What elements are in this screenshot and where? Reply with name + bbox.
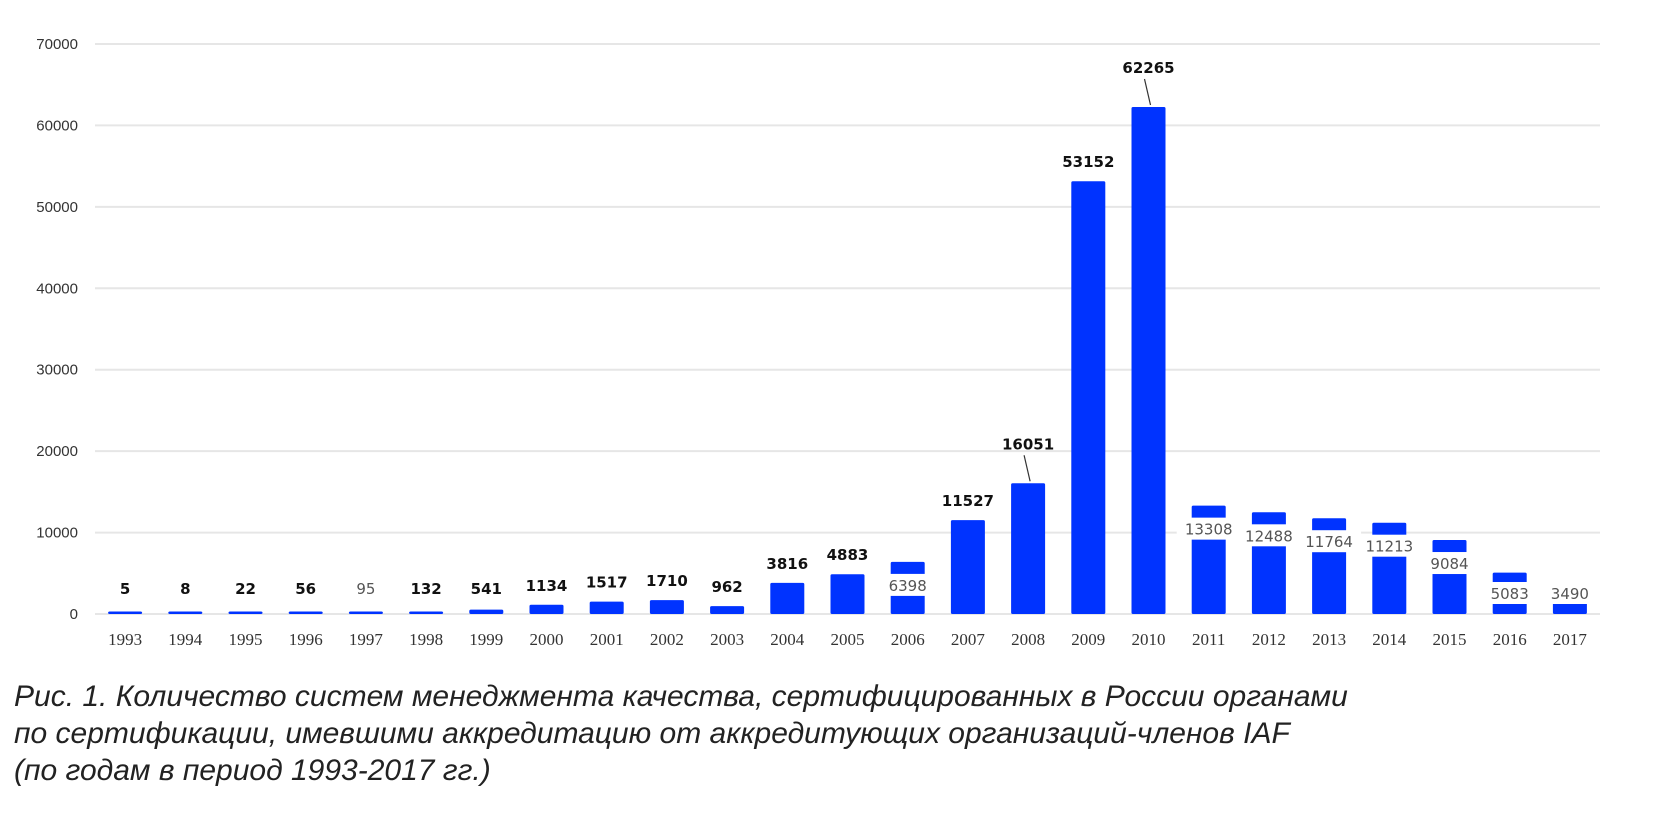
- x-tick-label: 1995: [229, 630, 263, 649]
- data-label-box: [1477, 582, 1542, 604]
- data-label: 1134: [526, 577, 568, 595]
- y-tick-label: 30000: [36, 362, 78, 379]
- data-label: 1710: [646, 572, 688, 590]
- data-label-box: [1297, 530, 1362, 553]
- data-label: 9084: [1430, 555, 1468, 573]
- bar: [1432, 540, 1467, 614]
- bar: [589, 601, 624, 614]
- x-tick-label: 1994: [168, 630, 203, 649]
- data-label: 13308: [1185, 521, 1233, 539]
- x-tick-label: 2013: [1312, 630, 1346, 649]
- bar: [649, 600, 684, 614]
- data-label: 11764: [1305, 533, 1353, 551]
- data-label: 5083: [1491, 585, 1529, 603]
- leader-line: [1143, 78, 1152, 106]
- data-label: 11213: [1365, 538, 1413, 556]
- data-label: 541: [471, 580, 502, 598]
- x-tick-label: 2016: [1493, 630, 1527, 649]
- leader-line: [1023, 455, 1031, 482]
- bar: [950, 520, 985, 614]
- data-label: 4883: [827, 546, 869, 564]
- data-label: 62265: [1122, 59, 1174, 77]
- data-label: 8: [180, 580, 190, 598]
- y-tick-label: 0: [70, 606, 78, 623]
- y-axis: 0 10000 20000 30000 40000 50000 60000 70000: [36, 36, 78, 623]
- x-tick-label: 2010: [1132, 630, 1166, 649]
- bar: [168, 611, 203, 614]
- bar: [770, 582, 805, 614]
- x-tick-label: 2006: [891, 630, 925, 649]
- data-labels: 5 8 22 56 95 132 541 1134 1517 1710 962 3816 4883 639…: [120, 59, 1602, 604]
- bar: [409, 611, 444, 614]
- data-label: 132: [410, 580, 441, 598]
- gridlines: [95, 43, 1600, 615]
- y-tick-label: 70000: [36, 36, 78, 53]
- x-tick-label: 2009: [1071, 630, 1105, 649]
- data-label-box: [1357, 534, 1422, 557]
- x-tick-label: 2002: [650, 630, 684, 649]
- data-label: 11527: [942, 492, 994, 510]
- bar: [1011, 483, 1046, 614]
- x-tick-label: 2000: [530, 630, 564, 649]
- data-label: 3490: [1551, 585, 1589, 603]
- bar: [469, 609, 504, 614]
- x-tick-label: 2001: [590, 630, 624, 649]
- x-tick-label: 1993: [108, 630, 142, 649]
- bar-chart: 0 10000 20000 30000 40000 50000 60000 70000 5 8 2…: [36, 36, 1602, 649]
- y-tick-label: 60000: [36, 117, 78, 134]
- data-label: 962: [711, 578, 742, 596]
- x-tick-label: 2015: [1433, 630, 1467, 649]
- y-tick-label: 50000: [36, 199, 78, 216]
- data-label-box: [1176, 517, 1241, 540]
- bar: [710, 606, 745, 614]
- bar: [108, 611, 143, 614]
- data-label: 22: [235, 580, 256, 598]
- x-tick-label: 2003: [710, 630, 744, 649]
- data-label: 53152: [1062, 153, 1114, 171]
- x-tick-label: 2004: [770, 630, 805, 649]
- data-label: 56: [295, 580, 316, 598]
- bar: [529, 604, 564, 614]
- y-tick-label: 40000: [36, 280, 78, 297]
- data-label-box: [1417, 552, 1482, 575]
- x-tick-label: 1997: [349, 630, 384, 649]
- bar: [288, 611, 323, 614]
- x-tick-label: 2007: [951, 630, 986, 649]
- data-label: 95: [356, 580, 375, 598]
- x-tick-label: 2008: [1011, 630, 1045, 649]
- data-label-box: [1236, 524, 1301, 547]
- figure-caption: Рис. 1. Количество систем менеджмента ка…: [14, 680, 1348, 787]
- data-label: 12488: [1245, 527, 1293, 545]
- x-tick-label: 2011: [1192, 630, 1225, 649]
- x-tick-label: 2017: [1553, 630, 1588, 649]
- y-tick-label: 20000: [36, 443, 78, 460]
- y-tick-label: 10000: [36, 525, 78, 542]
- bar: [228, 611, 263, 614]
- x-tick-label: 1998: [409, 630, 443, 649]
- data-label: 6398: [889, 577, 927, 595]
- bar: [348, 611, 383, 614]
- bar: [1071, 181, 1106, 614]
- data-label: 5: [120, 580, 130, 598]
- x-tick-label: 2012: [1252, 630, 1286, 649]
- x-axis: 1993 1994 1995 1996 1997 1998 1999 2000 2001 2002…: [108, 630, 1587, 649]
- x-tick-label: 2005: [831, 630, 865, 649]
- x-tick-label: 1996: [289, 630, 323, 649]
- data-label: 1517: [586, 574, 628, 592]
- data-label: 16051: [1002, 435, 1054, 453]
- x-tick-label: 1999: [469, 630, 503, 649]
- bar: [1131, 106, 1166, 615]
- data-label-box: [875, 573, 940, 596]
- x-tick-label: 2014: [1372, 630, 1407, 649]
- bar: [830, 574, 865, 614]
- data-label-box: [1537, 582, 1602, 604]
- data-label: 3816: [766, 555, 808, 573]
